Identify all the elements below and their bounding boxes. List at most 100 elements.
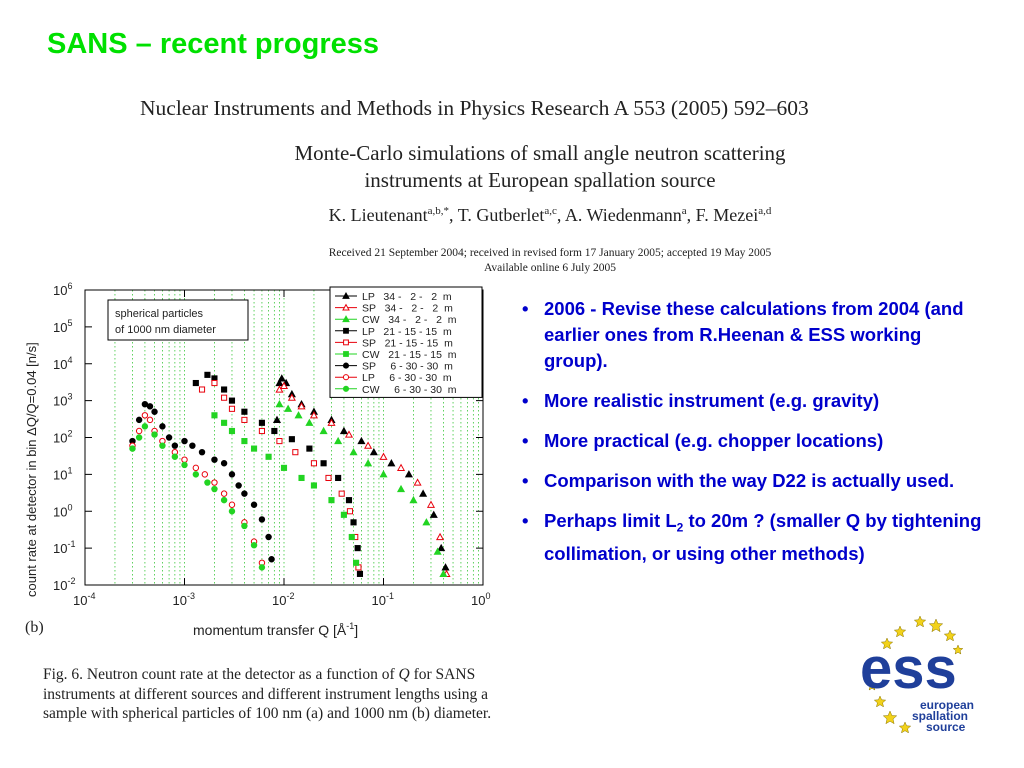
annotation-text: spherical particles: [115, 308, 204, 320]
data-point: [328, 497, 335, 504]
y-tick-base: 10: [53, 394, 67, 409]
data-point: [379, 452, 388, 460]
data-point: [159, 423, 166, 430]
legend-marker: [342, 315, 350, 323]
data-point: [181, 456, 188, 463]
bullet-dot-icon: •: [522, 470, 529, 491]
author-name: T. Gutberlet: [457, 205, 545, 225]
series-4: [198, 379, 362, 571]
ess-logo: ess european spallation source: [850, 610, 1010, 740]
data-point: [220, 460, 228, 467]
x-tick-label: 10-4: [73, 591, 95, 608]
bullet-text: 2006 - Revise these calculations from 20…: [544, 298, 964, 371]
y-tick-label: 105: [53, 318, 72, 335]
star-icon: [898, 721, 912, 734]
y-tick-label: 100: [53, 502, 72, 519]
data-point: [276, 438, 283, 445]
data-point: [409, 495, 418, 504]
data-point: [241, 490, 248, 497]
data-point: [413, 478, 422, 486]
y-tick-label: 102: [53, 429, 72, 446]
paper-title: Monte-Carlo simulations of small angle n…: [140, 140, 940, 194]
data-point: [211, 485, 218, 493]
data-point: [228, 508, 236, 515]
bullet-dot-icon: •: [522, 430, 529, 451]
data-point: [135, 434, 143, 441]
data-point: [294, 411, 303, 419]
caption-q: Q: [398, 666, 410, 683]
legend-label: CW 21 - 15 - 15 m: [362, 349, 457, 361]
x-axis-label-text: momentum transfer Q [Å: [193, 622, 347, 638]
author-affiliation: a,c: [544, 205, 557, 217]
data-point: [422, 518, 431, 526]
data-point: [198, 386, 206, 393]
data-point: [369, 447, 378, 456]
author-name: A. Wiedenmann: [564, 205, 682, 225]
data-point: [320, 460, 327, 467]
data-point: [265, 453, 272, 460]
figure-caption: Fig. 6. Neutron count rate at the detect…: [43, 665, 533, 724]
paper-title-line-2: instruments at European spallation sourc…: [364, 168, 716, 192]
x-tick-exp: 0: [485, 591, 490, 601]
paper-authors: K. Lieutenanta,b,*, T. Gutberleta,c, A. …: [140, 205, 960, 226]
data-point: [141, 412, 149, 419]
data-point: [228, 501, 236, 508]
annotation-box: [107, 299, 249, 341]
data-point: [271, 427, 278, 435]
data-point: [192, 464, 200, 472]
x-axis-label-sup: -1: [346, 621, 354, 631]
slide-title: SANS – recent progress: [47, 28, 380, 60]
x-tick-base: 10: [173, 593, 187, 608]
bullet-dot-icon: •: [522, 510, 529, 531]
data-point: [275, 385, 284, 393]
caption-rest: for SANS instruments at different source…: [43, 666, 492, 722]
y-tick-label: 104: [53, 355, 72, 372]
y-tick-base: 10: [53, 283, 67, 298]
data-point: [241, 416, 248, 423]
data-point: [250, 445, 258, 452]
data-point: [220, 496, 228, 504]
star-ring-icon: [866, 615, 964, 734]
data-point: [204, 479, 211, 486]
y-tick-exp: 4: [67, 355, 72, 365]
data-point: [135, 416, 143, 424]
data-point: [319, 426, 328, 435]
series-3: [192, 371, 364, 577]
data-point: [228, 397, 236, 404]
y-tick-label: 10-2: [53, 576, 75, 593]
data-point: [437, 543, 446, 552]
legend-marker: [342, 303, 350, 311]
data-point: [221, 419, 228, 426]
data-point: [284, 404, 293, 412]
count-rate-chart: 10-4 10-3 10-2 10-1 100 106 105 104 103 102 101 100…: [18, 270, 498, 645]
data-point: [419, 489, 428, 497]
y-tick-exp: -1: [67, 539, 75, 549]
data-point: [198, 448, 206, 456]
data-point: [165, 434, 173, 441]
legend-label: LP 6 - 30 - 30 m: [362, 372, 452, 384]
y-tick-exp: 3: [67, 392, 72, 402]
author-name: F. Mezei: [695, 205, 759, 225]
legend-label: CW 6 - 30 - 30 m: [362, 384, 457, 396]
author-separator: ,: [686, 205, 696, 225]
ess-logo-line-3: source: [926, 720, 966, 734]
legend-label: CW 34 - 2 - 2 m: [362, 314, 457, 326]
y-tick-base: 10: [53, 467, 67, 482]
author-affiliation: a: [681, 205, 687, 217]
bullet-text: Comparison with the way D22 is actually …: [544, 470, 955, 491]
data-point: [250, 501, 258, 508]
data-point: [277, 374, 286, 382]
author-separator: ,: [449, 205, 458, 225]
data-point: [288, 436, 295, 443]
x-tick-label: 10-1: [372, 591, 394, 608]
bullet-list: • 2006 - Revise these calculations from 2…: [520, 296, 990, 581]
paper-title-line-1: Monte-Carlo simulations of small angle n…: [294, 141, 786, 165]
data-point: [379, 470, 388, 478]
x-tick-exp: -1: [386, 591, 394, 601]
legend-marker: [343, 351, 349, 357]
bullet-item: • More practical (e.g. chopper locations): [520, 428, 990, 454]
data-point: [345, 497, 353, 504]
author-separator: ,: [556, 205, 565, 225]
data-point: [181, 461, 188, 469]
star-icon: [866, 680, 878, 691]
